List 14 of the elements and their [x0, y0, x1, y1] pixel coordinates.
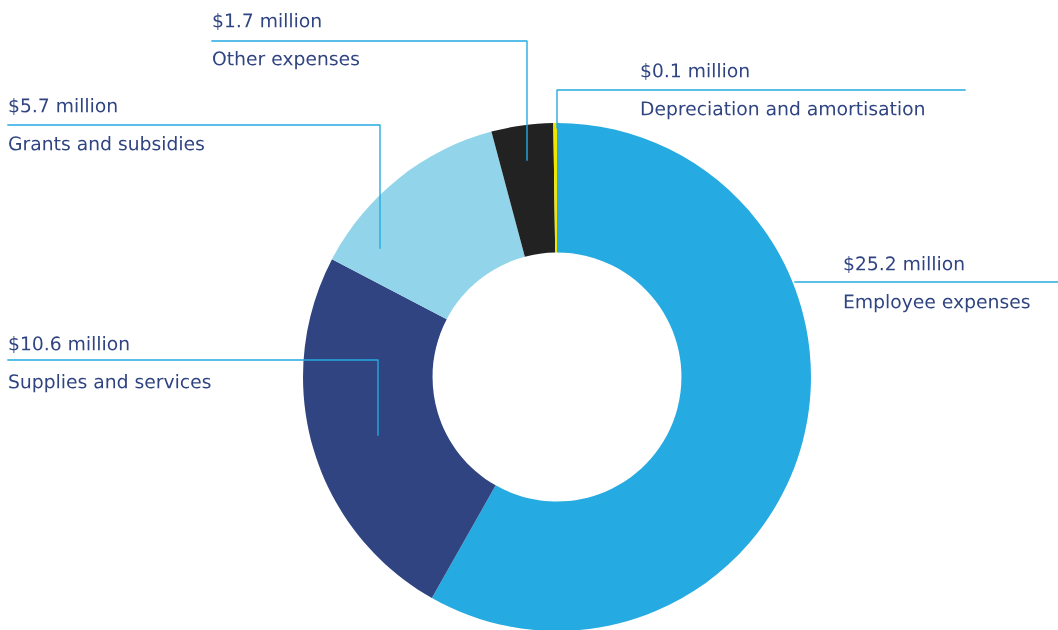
- data-label: $0.1 million: [641, 63, 749, 80]
- slice-label: Supplies and services: [9, 374, 211, 393]
- data-label: $1.7 million: [213, 13, 321, 30]
- donut-slice: [303, 259, 496, 599]
- slice-label: Depreciation and amortisation: [641, 101, 924, 120]
- data-label: $25.2 million: [844, 256, 964, 273]
- slice-label: Other expenses: [213, 51, 359, 70]
- data-label: $5.7 million: [9, 98, 117, 115]
- slice-label: Grants and subsidies: [9, 136, 204, 151]
- data-label: $10.6 million: [9, 336, 129, 353]
- donut-slice: [553, 123, 557, 253]
- slice-label: Employee expenses: [844, 294, 1030, 313]
- donut-slice: [332, 131, 525, 320]
- donut-slice: [491, 123, 556, 257]
